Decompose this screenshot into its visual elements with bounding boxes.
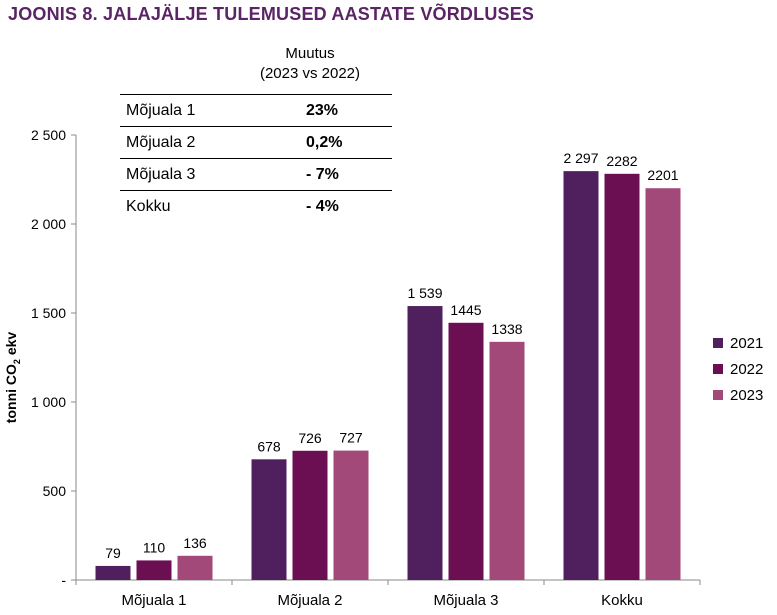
legend-swatch: [713, 390, 723, 400]
legend-label: 2021: [730, 334, 764, 352]
bar-2022-1: [136, 560, 172, 580]
bar-2023-1: [177, 555, 213, 580]
legend-label: 2023: [730, 386, 764, 404]
legend-item-2023: 2023: [713, 382, 763, 408]
bar-2023-3: [489, 341, 525, 580]
change-row-value: 0,2%: [306, 133, 343, 151]
data-label: 2 297: [563, 150, 598, 166]
bar-2022-2: [292, 450, 328, 580]
change-row-value: - 4%: [306, 197, 339, 215]
bar-2021-2: [251, 459, 287, 580]
bar-2021-4: [563, 171, 599, 580]
change-header-line1: Muutus: [285, 45, 335, 62]
change-table-header: Muutus (2023 vs 2022): [230, 44, 390, 84]
x-tick-label: Mõjuala 2: [277, 592, 342, 609]
bar-2022-4: [604, 173, 640, 580]
bar-2021-3: [407, 306, 443, 580]
change-row-mojuala-3: Mõjuala 3 - 7%: [120, 159, 392, 191]
chart-title: JOONIS 8. JALAJÄLJE TULEMUSED AASTATE VÕ…: [8, 4, 535, 24]
y-tick-label: -: [61, 572, 66, 588]
change-row-value: - 7%: [306, 165, 339, 183]
data-label: 1445: [450, 302, 481, 318]
change-row-mojuala-2: Mõjuala 2 0,2%: [120, 127, 392, 159]
data-label: 678: [257, 438, 281, 454]
legend: 2021 2022 2023: [713, 330, 763, 408]
change-row-mojuala-1: Mõjuala 1 23%: [120, 94, 392, 127]
data-label: 2282: [606, 153, 637, 169]
data-label: 1 539: [407, 285, 442, 301]
bar-2023-2: [333, 450, 369, 580]
legend-swatch: [713, 338, 723, 348]
data-label: 2201: [647, 167, 678, 183]
y-tick-label: 1 500: [31, 305, 66, 321]
data-label: 1338: [491, 321, 522, 337]
change-row-label: Kokku: [126, 197, 171, 215]
change-row-value: 23%: [306, 101, 339, 119]
y-tick-label: 2 000: [31, 216, 66, 232]
legend-label: 2022: [730, 360, 764, 378]
y-axis-label-tail: ekv: [3, 332, 19, 359]
change-row-label: Mõjuala 1: [126, 101, 196, 119]
bar-2021-1: [95, 565, 131, 580]
x-tick-label: Mõjuala 3: [433, 592, 498, 609]
y-axis-label: tonni CO2 ekv: [3, 332, 22, 424]
y-axis-label-main: tonni CO: [3, 364, 19, 423]
change-table: Mõjuala 1 23% Mõjuala 2 0,2% Mõjuala 3 -…: [120, 94, 392, 223]
legend-item-2021: 2021: [713, 330, 763, 356]
change-row-label: Mõjuala 2: [126, 133, 196, 151]
change-row-kokku: Kokku - 4%: [120, 191, 392, 223]
y-tick-label: 1 000: [31, 394, 66, 410]
legend-swatch: [713, 364, 723, 374]
y-tick-label: 2 500: [31, 127, 66, 143]
bar-2022-3: [448, 322, 484, 580]
bar-2023-4: [645, 188, 681, 581]
x-tick-label: Kokku: [601, 592, 643, 609]
data-label: 136: [183, 535, 207, 551]
data-label: 110: [143, 539, 166, 555]
y-tick-label: 500: [43, 483, 67, 499]
data-label: 726: [298, 430, 322, 446]
legend-item-2022: 2022: [713, 356, 763, 382]
change-header-line2: (2023 vs 2022): [259, 65, 361, 82]
data-label: 727: [339, 430, 363, 446]
x-tick-label: Mõjuala 1: [121, 592, 186, 609]
change-row-label: Mõjuala 3: [126, 165, 196, 183]
y-axis-label-subscript: 2: [12, 359, 22, 364]
data-label: 79: [105, 545, 121, 561]
